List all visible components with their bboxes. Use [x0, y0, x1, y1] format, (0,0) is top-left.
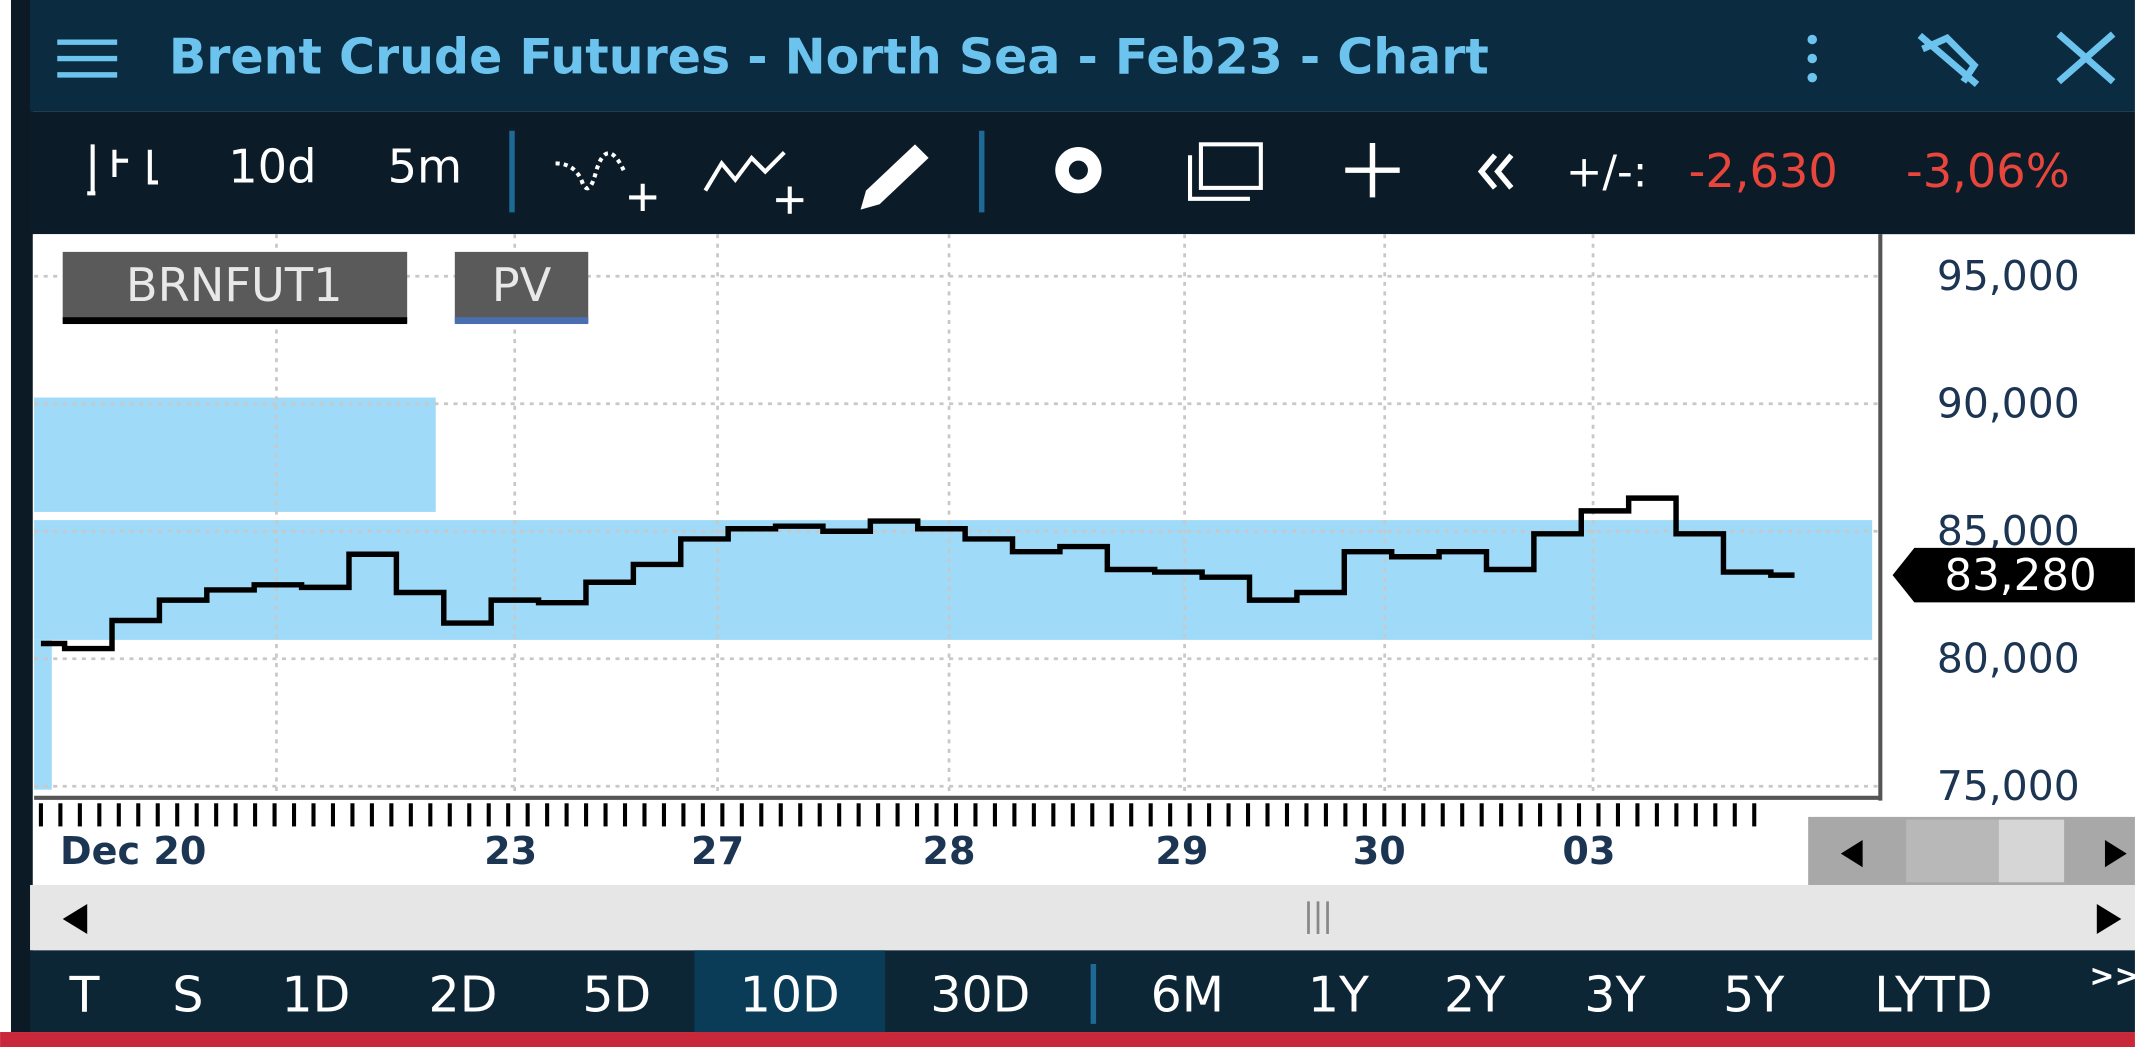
overlay-plus	[776, 186, 804, 214]
x-tick-label: 29	[1155, 829, 1208, 873]
highlight-band	[34, 520, 1873, 640]
x-tick-label: 28	[923, 829, 976, 873]
collapse-icon[interactable]	[1477, 153, 1514, 190]
plot-background	[34, 234, 1879, 797]
interval-button[interactable]: 5m	[388, 140, 463, 194]
indicator-icon[interactable]	[555, 151, 626, 191]
range-button[interactable]: 5D	[582, 966, 651, 1023]
range-button[interactable]: 1Y	[1308, 966, 1370, 1023]
period-button[interactable]: 10d	[228, 140, 316, 194]
symbol-label: BRNFUT1	[126, 258, 343, 312]
overlay-icon[interactable]	[703, 151, 786, 192]
range-selected	[694, 950, 886, 1033]
draw-icon[interactable]	[860, 144, 929, 210]
x-tick-label: 27	[691, 829, 744, 873]
last-price-label: 83,280	[1944, 551, 2096, 601]
settings-icon[interactable]	[1055, 147, 1102, 194]
change-percent: -3,06%	[1906, 144, 2070, 198]
last-price-tag	[1892, 547, 2135, 603]
price-line	[40, 495, 1795, 652]
close-icon[interactable]	[2056, 31, 2116, 85]
range-button[interactable]: 6M	[1151, 966, 1224, 1023]
crosshair-icon[interactable]	[1345, 142, 1400, 198]
y-tick-label: 75,000	[1937, 762, 2080, 810]
layout-icon[interactable]	[1187, 142, 1263, 201]
scroll-left[interactable]	[62, 904, 88, 934]
range-button[interactable]: 10D	[740, 966, 840, 1023]
plot-area	[34, 234, 1879, 797]
symbol-tag[interactable]: BRNFUT1	[62, 251, 408, 325]
range-bar	[30, 950, 2135, 1033]
series-label: PV	[492, 258, 552, 312]
highlight-band	[34, 397, 436, 512]
scroll-right[interactable]	[2096, 904, 2122, 934]
x-tick-label: Dec 20	[60, 829, 206, 873]
y-tick-label: 90,000	[1937, 379, 2080, 427]
x-tick-label: 30	[1353, 829, 1406, 873]
scrollbar[interactable]	[30, 884, 2135, 951]
highlight-band	[34, 639, 52, 790]
left-border	[10, 0, 33, 1033]
scroll-left[interactable]	[1840, 840, 1863, 868]
unlink-icon[interactable]	[1917, 32, 1980, 87]
y-tick-label: 85,000	[1937, 507, 2080, 555]
y-tick-label: 80,000	[1937, 634, 2080, 682]
range-button[interactable]: LYTD	[1874, 966, 1992, 1023]
more-ranges[interactable]: >>	[2089, 959, 2135, 994]
mini-scroller-thumb[interactable]	[1998, 819, 2065, 883]
x-tick-label: 03	[1562, 829, 1615, 873]
scroll-grip	[1307, 901, 1329, 934]
range-button[interactable]: 5Y	[1723, 966, 1785, 1023]
series-tag[interactable]: PV	[454, 251, 589, 325]
range-button[interactable]: 2Y	[1444, 966, 1506, 1023]
chart-type-icon[interactable]	[87, 144, 159, 196]
range-button[interactable]: 1D	[281, 966, 350, 1023]
indicator-plus	[629, 183, 657, 212]
header	[30, 0, 2135, 112]
range-button[interactable]: S	[172, 966, 203, 1023]
window-title: Brent Crude Futures - North Sea - Feb23 …	[169, 28, 1489, 85]
change-label: +/-:	[1566, 147, 1648, 197]
y-tick-label: 95,000	[1937, 252, 2080, 300]
mini-scroller-thumb[interactable]	[1906, 819, 1999, 883]
change-value: -2,630	[1689, 144, 1838, 198]
range-button[interactable]: 2D	[429, 966, 498, 1023]
range-button[interactable]: 3Y	[1584, 966, 1646, 1023]
x-tick-label: 23	[484, 829, 537, 873]
range-button[interactable]: 30D	[930, 966, 1030, 1023]
more-icon[interactable]	[1807, 34, 1818, 83]
range-button[interactable]: T	[69, 966, 101, 1023]
menu-icon[interactable]	[57, 39, 118, 78]
status-stripe	[0, 1032, 2135, 1047]
scroll-right[interactable]	[2104, 840, 2127, 868]
